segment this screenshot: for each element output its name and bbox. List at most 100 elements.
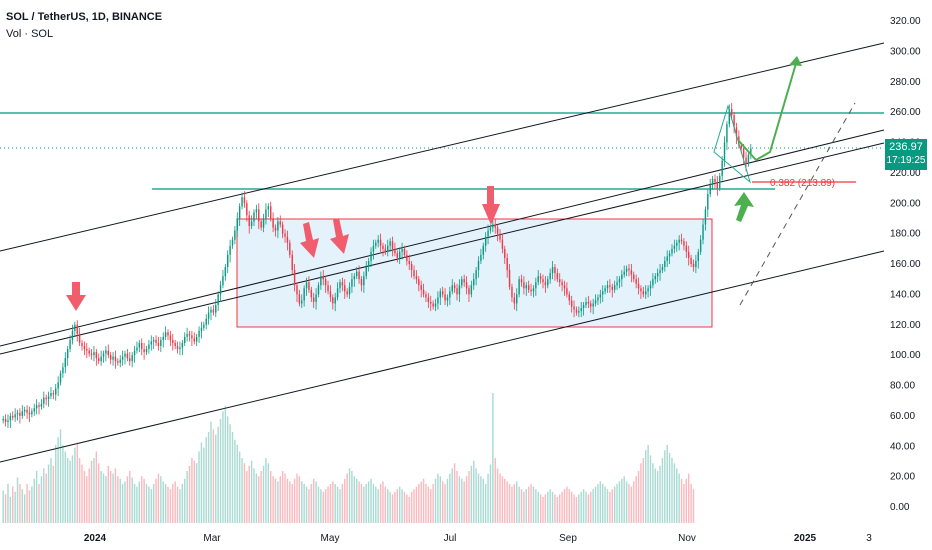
channel-mid-line-2[interactable]: [0, 142, 885, 355]
candle-body[interactable]: [530, 289, 532, 292]
candle-body[interactable]: [310, 289, 313, 298]
candle-body[interactable]: [86, 349, 88, 351]
candle-body[interactable]: [578, 311, 580, 313]
candle-body[interactable]: [40, 403, 43, 407]
candle-body[interactable]: [50, 393, 52, 397]
candle-body[interactable]: [690, 257, 692, 264]
candle-body[interactable]: [527, 285, 530, 290]
candle-body[interactable]: [289, 242, 291, 255]
candle-body[interactable]: [441, 291, 444, 295]
candle-body[interactable]: [205, 318, 207, 325]
candle-body[interactable]: [64, 358, 67, 368]
candle-body[interactable]: [157, 342, 160, 347]
channel-lower-line[interactable]: [0, 250, 885, 463]
candle-body[interactable]: [243, 197, 246, 204]
candle-body[interactable]: [637, 283, 640, 289]
candle-body[interactable]: [303, 288, 305, 301]
candle-body[interactable]: [33, 408, 35, 412]
candle-body[interactable]: [482, 245, 485, 255]
candle-body[interactable]: [305, 282, 308, 289]
candle-body[interactable]: [262, 218, 265, 228]
candle-body[interactable]: [640, 288, 642, 292]
candle-body[interactable]: [704, 209, 707, 225]
candle-body[interactable]: [513, 297, 516, 304]
candle-body[interactable]: [215, 305, 217, 313]
candle-body[interactable]: [387, 245, 389, 252]
candle-body[interactable]: [16, 412, 19, 415]
candle-body[interactable]: [661, 267, 664, 271]
candle-body[interactable]: [186, 333, 188, 337]
candle-body[interactable]: [592, 303, 594, 307]
green-up-arrow[interactable]: [734, 192, 754, 222]
candle-body[interactable]: [463, 279, 465, 283]
candle-body[interactable]: [635, 279, 637, 284]
candle-body[interactable]: [714, 178, 716, 182]
candle-body[interactable]: [487, 230, 489, 237]
candle-body[interactable]: [136, 347, 138, 351]
candle-body[interactable]: [246, 203, 248, 216]
candle-body[interactable]: [217, 294, 219, 306]
candle-body[interactable]: [687, 251, 690, 258]
candle-body[interactable]: [685, 245, 688, 252]
candle-body[interactable]: [504, 248, 506, 258]
candle-body[interactable]: [138, 342, 141, 348]
candle-body[interactable]: [9, 415, 12, 421]
candle-body[interactable]: [98, 358, 100, 362]
candle-body[interactable]: [12, 415, 14, 418]
candle-body[interactable]: [90, 353, 93, 356]
candle-body[interactable]: [425, 294, 427, 298]
candle-body[interactable]: [602, 291, 604, 295]
candle-body[interactable]: [324, 279, 327, 286]
candle-body[interactable]: [308, 282, 310, 290]
candle-body[interactable]: [348, 286, 351, 295]
candle-body[interactable]: [599, 294, 602, 298]
candle-body[interactable]: [745, 157, 747, 164]
candle-body[interactable]: [286, 236, 289, 243]
candle-body[interactable]: [516, 294, 518, 304]
candle-body[interactable]: [420, 285, 422, 290]
candle-body[interactable]: [695, 260, 697, 268]
candle-body[interactable]: [112, 356, 114, 360]
candle-body[interactable]: [320, 276, 322, 286]
candle-body[interactable]: [396, 253, 399, 258]
candle-body[interactable]: [301, 300, 303, 304]
candle-body[interactable]: [590, 303, 592, 307]
candle-body[interactable]: [628, 268, 630, 271]
candle-body[interactable]: [59, 373, 62, 383]
candle-body[interactable]: [575, 309, 578, 313]
candle-body[interactable]: [379, 239, 382, 246]
candle-body[interactable]: [692, 264, 695, 268]
candle-body[interactable]: [520, 279, 523, 283]
candle-body[interactable]: [143, 349, 145, 353]
candle-body[interactable]: [398, 251, 401, 258]
candle-body[interactable]: [284, 233, 286, 237]
candle-body[interactable]: [649, 285, 652, 289]
candle-body[interactable]: [671, 248, 673, 254]
candle-body[interactable]: [401, 248, 403, 252]
channel-mid-line-1[interactable]: [0, 129, 885, 347]
candle-body[interactable]: [680, 239, 683, 242]
candle-body[interactable]: [372, 245, 375, 252]
candle-body[interactable]: [444, 294, 446, 301]
candle-body[interactable]: [95, 352, 98, 359]
candle-body[interactable]: [716, 181, 719, 189]
candle-body[interactable]: [327, 285, 329, 292]
candle-body[interactable]: [121, 356, 124, 360]
candle-body[interactable]: [403, 248, 406, 255]
candle-body[interactable]: [549, 273, 551, 280]
candle-body[interactable]: [78, 333, 81, 343]
candle-body[interactable]: [582, 305, 585, 309]
candle-body[interactable]: [561, 282, 563, 286]
candle-body[interactable]: [475, 270, 477, 280]
candle-body[interactable]: [544, 282, 547, 286]
candle-body[interactable]: [253, 212, 255, 222]
candle-body[interactable]: [721, 160, 723, 176]
candle-body[interactable]: [375, 242, 377, 246]
candle-body[interactable]: [644, 291, 647, 295]
candle-body[interactable]: [697, 251, 699, 261]
candle-body[interactable]: [623, 271, 625, 275]
candle-body[interactable]: [559, 279, 561, 283]
red-arrow-3[interactable]: [330, 218, 349, 254]
candle-body[interactable]: [499, 233, 501, 240]
candle-body[interactable]: [176, 346, 179, 350]
